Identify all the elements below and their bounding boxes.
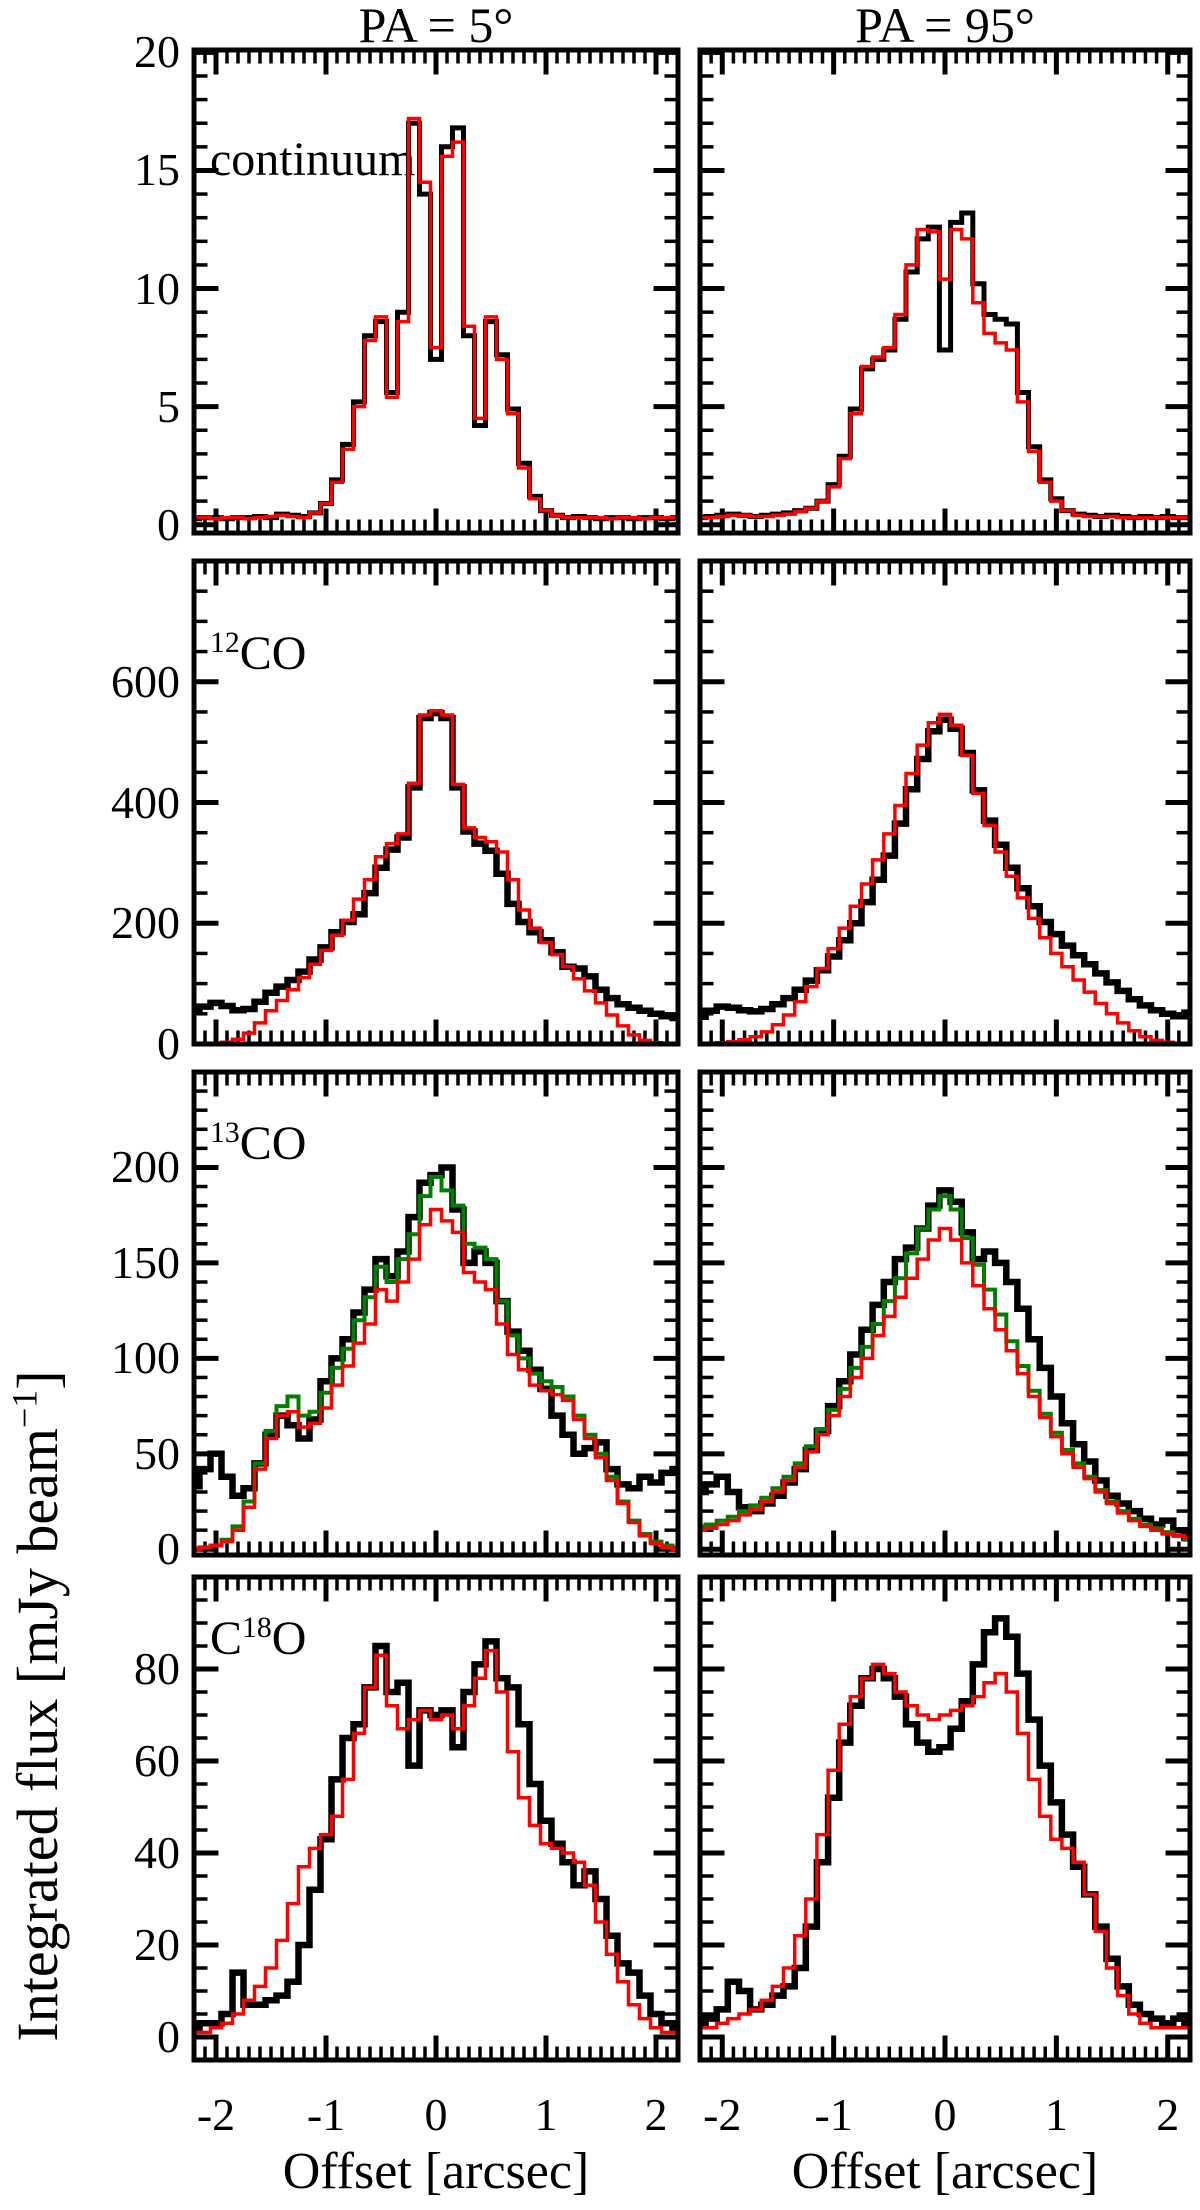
curve-c18o_pa5-model_red bbox=[194, 1648, 678, 2035]
x-tick-label-c18o_pa5-0: 0 bbox=[424, 2089, 448, 2140]
column-title-pa5: PA = 5° bbox=[358, 0, 514, 53]
panel-12co_pa5-frame bbox=[191, 558, 681, 1047]
x-tick-label-c18o_pa5--2: -2 bbox=[196, 2089, 236, 2140]
x-tick-label-c18o_pa5-2: 2 bbox=[644, 2089, 668, 2140]
panel-c18o_pa5-plot bbox=[191, 1574, 681, 2063]
panel-13co_pa95-frame bbox=[697, 1069, 1193, 1558]
y-tick-label-c18o_pa5-0: 0 bbox=[157, 2011, 180, 2062]
y-tick-label-12co_pa5-400: 400 bbox=[111, 776, 180, 828]
curve-c18o_pa95-model_red bbox=[700, 1662, 1190, 2030]
curve-continuum_pa5-model_red bbox=[194, 116, 678, 521]
panel-continuum_pa5-plot bbox=[191, 47, 681, 536]
panel-c18o_pa95-frame bbox=[697, 1574, 1193, 2063]
y-tick-label-continuum_pa5-5: 5 bbox=[157, 380, 180, 432]
y-tick-label-13co_pa5-200: 200 bbox=[111, 1141, 180, 1193]
panel-label-continuum: continuum bbox=[210, 133, 416, 186]
panel-13co_pa5-plot bbox=[191, 1069, 681, 1558]
y-tick-label-continuum_pa5-15: 15 bbox=[134, 144, 180, 196]
panel-12co_pa95-plot bbox=[697, 558, 1193, 1047]
panel-continuum_pa95-plot bbox=[697, 47, 1193, 536]
curve-13co_pa95-model_green bbox=[700, 1194, 1190, 1542]
curve-continuum_pa95-model_red bbox=[700, 227, 1190, 520]
panel-12co_pa95-frame bbox=[697, 558, 1193, 1047]
x-tick-label-c18o_pa95-0: 0 bbox=[933, 2089, 957, 2140]
panel-12co_pa5-plot bbox=[191, 558, 681, 1047]
panel-label-12co: 12CO bbox=[210, 626, 307, 680]
x-axis-label-left: Offset [arcsec] bbox=[282, 2143, 590, 2200]
y-tick-label-c18o_pa5-40: 40 bbox=[134, 1827, 180, 1878]
column-title-pa95: PA = 95° bbox=[855, 0, 1035, 53]
curve-12co_pa5-observed bbox=[194, 709, 678, 1022]
curve-continuum_pa95-observed bbox=[700, 210, 1190, 521]
curve-13co_pa95-model_red bbox=[700, 1226, 1190, 1540]
panel-c18o_pa5-frame bbox=[191, 1574, 681, 2063]
y-tick-label-c18o_pa5-20: 20 bbox=[134, 1919, 180, 1970]
x-tick-label-c18o_pa5--1: -1 bbox=[306, 2089, 346, 2140]
y-tick-label-13co_pa5-50: 50 bbox=[134, 1427, 180, 1479]
curve-c18o_pa5-observed bbox=[194, 1638, 678, 2032]
curve-12co_pa5-model_red bbox=[194, 708, 678, 1044]
panel-continuum_pa5-frame bbox=[191, 47, 681, 536]
x-tick-label-c18o_pa95--2: -2 bbox=[703, 2089, 742, 2140]
curve-12co_pa95-model_red bbox=[700, 712, 1190, 1044]
panel-13co_pa95-plot bbox=[697, 1069, 1193, 1558]
panel-c18o_pa95-plot bbox=[697, 1574, 1193, 2063]
curve-12co_pa95-observed bbox=[700, 716, 1190, 1021]
curve-13co_pa95-observed bbox=[700, 1187, 1190, 1542]
x-tick-label-c18o_pa95-1: 1 bbox=[1044, 2089, 1068, 2140]
y-tick-label-12co_pa5-0: 0 bbox=[157, 1018, 180, 1069]
curve-c18o_pa95-observed bbox=[700, 1615, 1190, 2027]
y-tick-label-continuum_pa5-0: 0 bbox=[157, 498, 180, 550]
curve-13co_pa5-model_red bbox=[194, 1207, 678, 1552]
curve-continuum_pa5-observed bbox=[194, 120, 678, 522]
curve-13co_pa5-model_green bbox=[194, 1175, 678, 1552]
panel-label-13co: 13CO bbox=[210, 1116, 307, 1170]
y-tick-label-12co_pa5-600: 600 bbox=[111, 655, 180, 707]
x-axis-label-right: Offset [arcsec] bbox=[791, 2143, 1099, 2200]
panel-label-c18o: C18O bbox=[210, 1611, 307, 1665]
x-tick-label-c18o_pa95--1: -1 bbox=[814, 2089, 853, 2140]
y-tick-label-12co_pa5-200: 200 bbox=[111, 897, 180, 949]
y-axis-label-superscript: −1 bbox=[4, 1389, 45, 1428]
x-tick-label-c18o_pa95-2: 2 bbox=[1156, 2089, 1180, 2140]
y-tick-label-13co_pa5-150: 150 bbox=[111, 1236, 180, 1288]
y-tick-label-13co_pa5-0: 0 bbox=[157, 1523, 180, 1575]
panel-13co_pa5-frame bbox=[191, 1069, 681, 1558]
y-tick-label-c18o_pa5-80: 80 bbox=[134, 1643, 180, 1694]
y-tick-label-c18o_pa5-60: 60 bbox=[134, 1735, 180, 1786]
y-tick-label-continuum_pa5-20: 20 bbox=[134, 26, 180, 78]
x-tick-label-c18o_pa5-1: 1 bbox=[534, 2089, 558, 2140]
panel-continuum_pa95-frame bbox=[697, 47, 1193, 536]
y-tick-label-13co_pa5-100: 100 bbox=[111, 1332, 180, 1384]
y-tick-label-continuum_pa5-10: 10 bbox=[134, 262, 180, 314]
